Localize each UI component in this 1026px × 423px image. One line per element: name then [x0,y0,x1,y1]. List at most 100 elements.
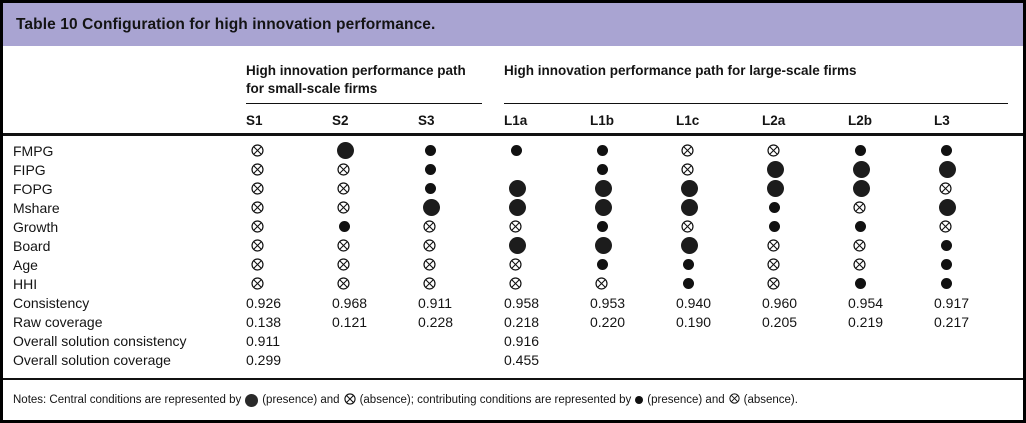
stat-value: 0.968 [332,294,368,311]
matrix-cell [246,255,332,274]
stat-value: 0.121 [332,313,368,330]
matrix-cell [848,179,934,198]
matrix-cell [590,217,676,236]
table-row-raw-coverage: Raw coverage 0.138 0.121 0.228 0.218 0.220 0.1… [3,312,1023,331]
central-presence-symbol [509,180,526,197]
matrix-cell [418,141,504,160]
absence-symbol [767,258,780,271]
matrix-cell [762,236,848,255]
central-presence-symbol [853,161,870,178]
stat-value: 0.205 [762,313,798,330]
matrix-cell [676,236,762,255]
stat-value: 0.218 [504,313,540,330]
table-notes: Notes: Central conditions are represente… [3,378,1023,420]
absence-symbol [423,239,436,252]
matrix-cell [332,217,418,236]
matrix-cell [246,179,332,198]
absence-symbol [337,201,350,214]
matrix-cell [934,236,1020,255]
matrix-cell [590,179,676,198]
absence-symbol [423,277,436,290]
contributing-presence-symbol [597,259,608,270]
contributing-presence-symbol [597,221,608,232]
matrix-cell [676,141,762,160]
contributing-presence-symbol [425,145,436,156]
matrix-cell [332,160,418,179]
table-row-board: Board [3,236,1023,255]
central-presence-symbol [853,180,870,197]
central-presence-symbol [681,180,698,197]
matrix-cell [246,160,332,179]
stat-value [332,350,418,369]
column-header-l1a: L1a [504,113,528,128]
matrix-cell [418,179,504,198]
stat-value: 0.940 [676,294,712,311]
table-row-growth: Growth [3,217,1023,236]
stat-value: 0.954 [848,294,884,311]
stat-value: 0.299 [246,351,282,368]
matrix-cell [504,198,590,217]
matrix-cell [590,160,676,179]
absence-symbol [251,182,264,195]
matrix-cell [762,141,848,160]
row-label: Board [13,237,51,254]
absence-symbol [251,220,264,233]
matrix-cell [332,198,418,217]
table-row-overall-solution-coverage: Overall solution coverage 0.299 0.455 [3,350,1023,369]
matrix-cell [848,160,934,179]
table-body: FMPG FIPG FOPG Mshare Growth Board Age HHI Consi… [3,136,1023,369]
central-presence-symbol [595,199,612,216]
matrix-cell [504,217,590,236]
stat-value: 0.911 [418,294,452,311]
matrix-cell [418,255,504,274]
central-presence-symbol [595,180,612,197]
table-row-age: Age [3,255,1023,274]
contributing-presence-symbol [941,259,952,270]
absence-symbol [509,220,522,233]
central-presence-symbol [681,199,698,216]
group-header-large-scale-label: High innovation performance path for lar… [504,63,857,78]
absence-symbol [509,258,522,271]
central-presence-symbol [337,142,354,159]
stat-value [762,331,848,350]
matrix-cell [676,198,762,217]
absence-symbol [251,163,264,176]
table-row-consistency: Consistency 0.926 0.968 0.911 0.958 0.953 0.94… [3,293,1023,312]
table-row-hhi: HHI [3,274,1023,293]
absence-symbol [853,201,866,214]
central-presence-symbol [767,180,784,197]
matrix-cell [934,255,1020,274]
row-label: Overall solution consistency [13,332,187,349]
contributing-presence-symbol [941,278,952,289]
column-header-s3: S3 [418,113,435,128]
central-absence-icon-svg [343,392,356,405]
matrix-cell [418,274,504,293]
absence-symbol [423,258,436,271]
matrix-cell [848,141,934,160]
stat-value [590,350,676,369]
absence-symbol [853,258,866,271]
stat-value: 0.917 [934,294,970,311]
matrix-cell [504,160,590,179]
contributing-presence-symbol [597,145,608,156]
stat-value [934,350,1020,369]
matrix-cell [762,179,848,198]
row-label: Consistency [13,294,90,311]
central-presence-icon [245,393,259,407]
matrix-cell [418,160,504,179]
group-header-small-scale: High innovation performance path for sma… [246,62,482,104]
group-header-small-scale-label: High innovation performance path for sma… [246,63,466,96]
matrix-cell [504,141,590,160]
stat-value: 0.911 [246,332,280,349]
stat-value [418,350,504,369]
central-presence-symbol [509,199,526,216]
matrix-cell [332,141,418,160]
contributing-absence-icon [728,393,740,407]
column-header-l3: L3 [934,113,950,128]
stat-value: 0.960 [762,294,798,311]
absence-symbol [595,277,608,290]
matrix-cell [246,236,332,255]
matrix-cell [504,255,590,274]
matrix-cell [504,274,590,293]
matrix-cell [676,217,762,236]
